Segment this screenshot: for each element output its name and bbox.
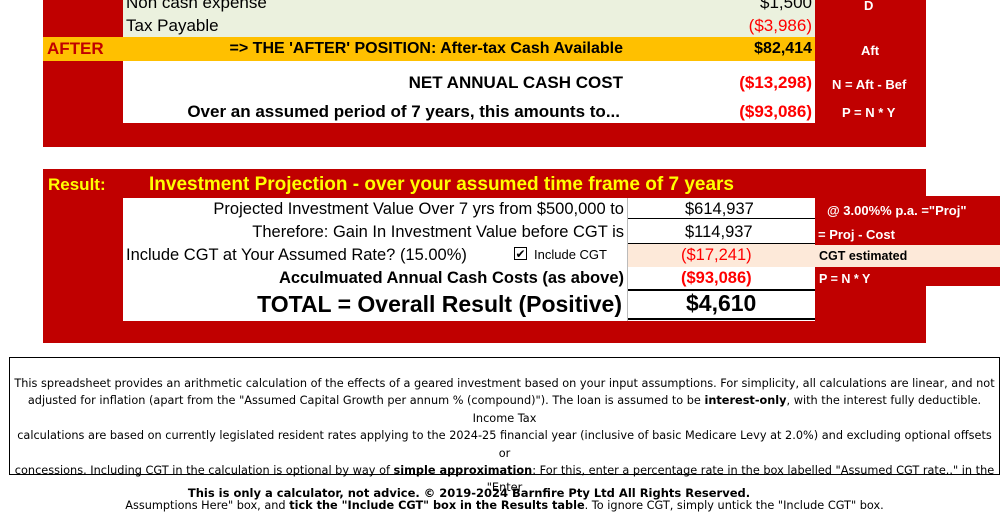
gain-note: = Proj - Cost — [818, 227, 895, 242]
disclaimer-line-4c: : For this, enter a percentage rate in t… — [486, 464, 995, 495]
after-value: $82,414 — [754, 40, 812, 57]
disclaimer-line-2c: , with the interest fully deductible. In… — [472, 394, 982, 425]
value-col-border-2 — [628, 243, 815, 244]
period-formula: P = N * Y — [842, 105, 896, 120]
net-annual-value: ($13,298) — [739, 73, 812, 92]
accum-note: P = N * Y — [819, 272, 871, 286]
disclaimer-line-5b: tick the "Include CGT" box in the Result… — [289, 498, 585, 512]
accum-label: Acculmuated Annual Cash Costs (as above) — [278, 269, 624, 287]
footer-text: This is only a calculator, not advice. ©… — [187, 486, 751, 500]
tax-value: ($3,986) — [748, 16, 812, 35]
disclaimer-line-2a: adjusted for inflation (apart from the "… — [27, 394, 705, 408]
upper-cream-area — [123, 0, 815, 37]
after-row — [43, 37, 815, 61]
disclaimer-line-1: This spreadsheet provides an arithmetic … — [14, 377, 995, 390]
projected-note: @ 3.00%% p.a. ="Proj" — [827, 203, 967, 218]
total-value: $4,610 — [686, 290, 757, 316]
period-label: Over an assumed period of 7 years, this … — [187, 102, 620, 121]
disclaimer-line-5c: . To ignore CGT, simply untick the "Incl… — [584, 498, 884, 512]
tax-label: Tax Payable — [126, 16, 219, 35]
checkmark-icon[interactable]: ✔ — [514, 247, 527, 261]
net-annual-formula: N = Aft - Bef — [832, 77, 907, 92]
summary-area — [123, 61, 815, 123]
after-tag: AFTER — [47, 39, 104, 58]
after-code: Aft — [861, 43, 880, 58]
cgt-note-cell — [815, 245, 1000, 267]
result-title: Investment Projection - over your assume… — [149, 174, 734, 195]
value-col-border-1 — [628, 218, 815, 219]
disclaimer-line-3: calculations are based on currently legi… — [17, 429, 992, 460]
noncash-label: Non cash expense — [126, 0, 267, 12]
disclaimer-box: This spreadsheet provides an arithmetic … — [9, 357, 1000, 512]
net-annual-label: NET ANNUAL CASH COST — [408, 73, 623, 92]
gain-label: Therefore: Gain In Investment Value befo… — [252, 223, 624, 241]
value-col-divider — [627, 198, 628, 321]
disclaimer-line-5a: Assumptions Here" box, and — [125, 498, 290, 512]
copyright-footer: This is only a calculator, not advice. ©… — [0, 486, 938, 500]
cgt-value: ($17,241) — [681, 246, 752, 264]
cgt-value-cell — [628, 244, 815, 267]
projected-label: Projected Investment Value Over 7 yrs fr… — [213, 200, 624, 218]
period-value: ($93,086) — [739, 102, 812, 121]
cgt-label: Include CGT at Your Assumed Rate? (15.00… — [126, 246, 467, 264]
noncash-code: D — [864, 0, 874, 13]
include-cgt-checkbox[interactable]: ✔ Include CGT — [514, 246, 619, 264]
noncash-value: $1,500 — [760, 0, 812, 12]
total-label: TOTAL = Overall Result (Positive) — [257, 291, 622, 317]
include-cgt-label: Include CGT — [534, 247, 607, 262]
disclaimer-line-2b: interest-only — [704, 394, 787, 408]
accum-value: ($93,086) — [681, 269, 752, 287]
cgt-note: CGT estimated — [819, 249, 908, 263]
disclaimer-line-4b: simple approximation — [393, 464, 533, 478]
after-label: => THE 'AFTER' POSITION: After-tax Cash … — [229, 40, 623, 57]
disclaimer-line-4a: concessions. Including CGT in the calcul… — [14, 464, 394, 478]
value-col-border-4 — [628, 318, 815, 320]
result-notes-panel — [815, 196, 1000, 286]
projected-value: $614,937 — [685, 200, 754, 218]
result-tag: Result: — [48, 175, 106, 194]
value-col-border-3 — [628, 289, 815, 291]
gain-value: $114,937 — [685, 223, 753, 241]
